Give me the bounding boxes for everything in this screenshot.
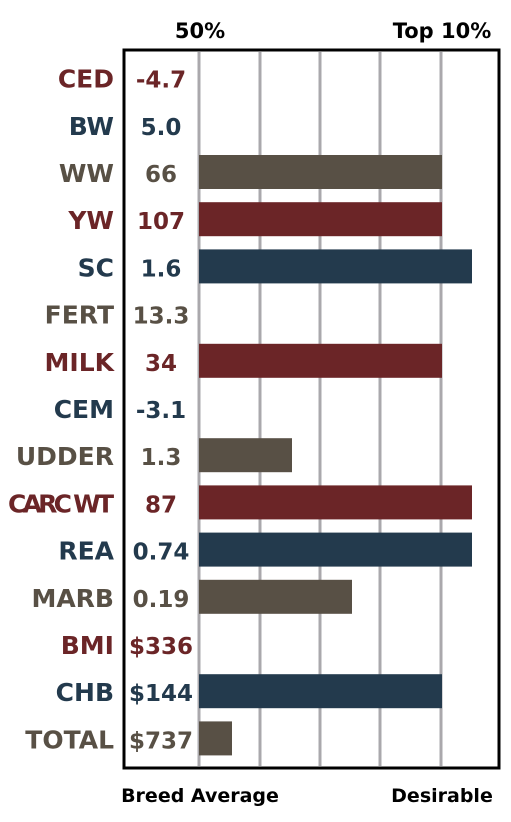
bar-sc <box>199 249 472 284</box>
trait-label: CEM <box>54 395 114 424</box>
trait-label: BW <box>69 112 114 141</box>
epd-value: -3.1 <box>136 398 186 424</box>
bar-milk <box>199 343 442 378</box>
epd-value: 1.6 <box>141 256 182 282</box>
epd-value: 34 <box>145 351 177 377</box>
epd-value: 87 <box>145 492 177 518</box>
bar-total <box>199 721 232 756</box>
top-label-50-percent: 50% <box>175 19 225 43</box>
epd-value: -4.7 <box>136 68 186 94</box>
bar-ww <box>199 155 442 189</box>
bottom-label-breed-average: Breed Average <box>121 785 279 807</box>
trait-label: MARB <box>31 584 114 613</box>
bar-chb <box>199 674 442 709</box>
trait-label: CARC WT <box>8 489 114 518</box>
trait-rows: CED -4.7 BW 5.0 WW 66 YW 107 SC 1.6 FERT 13.3 MILK 34… <box>8 65 472 756</box>
epd-value: $336 <box>129 634 193 660</box>
epd-value: $737 <box>129 728 193 754</box>
top-label-top-10-percent: Top 10% <box>393 19 492 43</box>
trait-label: FERT <box>45 301 114 330</box>
epd-value: 107 <box>137 209 185 235</box>
trait-label: BMI <box>61 631 114 660</box>
bar-marb <box>199 579 352 614</box>
bar-udder <box>199 438 292 473</box>
trait-label: YW <box>67 206 114 235</box>
trait-label: WW <box>59 159 114 188</box>
trait-label: UDDER <box>16 442 114 471</box>
epd-value: 0.19 <box>133 587 190 613</box>
trait-label: TOTAL <box>25 725 114 754</box>
trait-label: CHB <box>56 678 114 707</box>
trait-label: MILK <box>45 348 116 377</box>
epd-value: 1.3 <box>141 445 182 471</box>
epd-value: 13.3 <box>133 304 190 330</box>
trait-label: REA <box>58 537 114 566</box>
trait-label: SC <box>78 253 114 282</box>
bar-yw <box>199 202 442 237</box>
epd-value: $144 <box>129 681 193 707</box>
epd-value: 5.0 <box>141 115 182 141</box>
bar-carc-wt <box>199 485 472 520</box>
bar-rea <box>199 532 472 567</box>
trait-label: CED <box>58 65 114 94</box>
bottom-label-desirable: Desirable <box>391 785 493 807</box>
epd-value: 66 <box>145 162 177 188</box>
epd-value: 0.74 <box>133 540 190 566</box>
